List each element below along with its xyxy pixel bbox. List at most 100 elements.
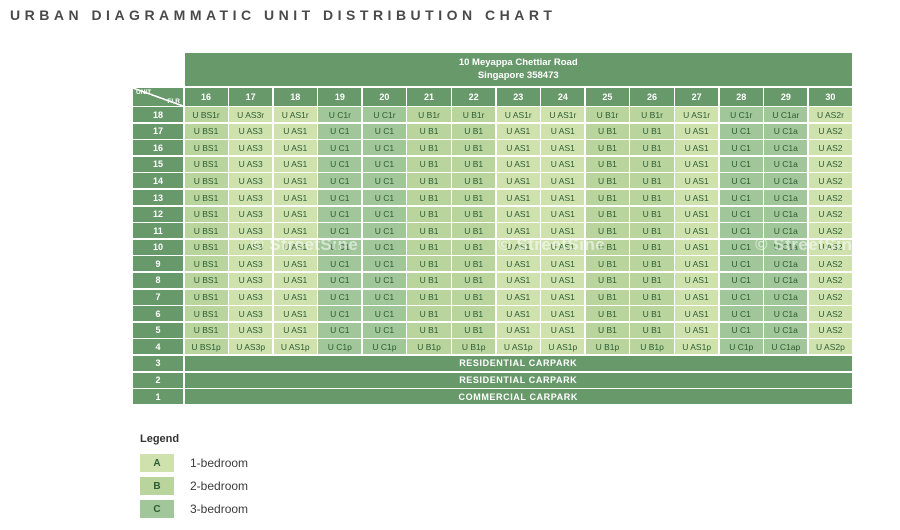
unit-cell-17-28[interactable]: U C1 <box>719 123 763 139</box>
unit-cell-6-20[interactable]: U C1 <box>362 306 406 322</box>
unit-cell-6-22[interactable]: U B1 <box>452 306 496 322</box>
unit-cell-10-28[interactable]: U C1 <box>719 239 763 255</box>
unit-cell-9-20[interactable]: U C1 <box>362 256 406 272</box>
unit-cell-9-16[interactable]: U BS1 <box>184 256 228 272</box>
unit-cell-5-20[interactable]: U C1 <box>362 322 406 338</box>
unit-cell-9-29[interactable]: U C1a <box>764 256 808 272</box>
unit-cell-5-23[interactable]: U AS1 <box>496 322 540 338</box>
unit-cell-6-25[interactable]: U B1 <box>585 306 629 322</box>
unit-cell-6-29[interactable]: U C1a <box>764 306 808 322</box>
unit-cell-15-22[interactable]: U B1 <box>452 156 496 172</box>
unit-cell-14-21[interactable]: U B1 <box>407 173 451 189</box>
unit-cell-9-22[interactable]: U B1 <box>452 256 496 272</box>
unit-cell-17-16[interactable]: U BS1 <box>184 123 228 139</box>
unit-cell-13-19[interactable]: U C1 <box>318 189 362 206</box>
unit-cell-17-24[interactable]: U AS1 <box>541 123 585 139</box>
unit-cell-14-19[interactable]: U C1 <box>318 173 362 189</box>
unit-cell-18-20[interactable]: U C1r <box>362 107 406 123</box>
unit-cell-6-30[interactable]: U AS2 <box>808 306 852 322</box>
unit-cell-12-18[interactable]: U AS1 <box>273 206 317 222</box>
unit-cell-8-30[interactable]: U AS2 <box>808 272 852 289</box>
unit-cell-13-28[interactable]: U C1 <box>719 189 763 206</box>
unit-cell-7-21[interactable]: U B1 <box>407 289 451 305</box>
unit-cell-11-22[interactable]: U B1 <box>452 223 496 239</box>
unit-cell-18-27[interactable]: U AS1r <box>675 107 719 123</box>
unit-cell-4-22[interactable]: U B1p <box>452 339 496 355</box>
unit-cell-4-27[interactable]: U AS1p <box>675 339 719 355</box>
unit-cell-18-28[interactable]: U C1r <box>719 107 763 123</box>
unit-cell-4-16[interactable]: U BS1p <box>184 339 228 355</box>
unit-cell-7-23[interactable]: U AS1 <box>496 289 540 305</box>
unit-cell-13-20[interactable]: U C1 <box>362 189 406 206</box>
unit-cell-16-16[interactable]: U BS1 <box>184 140 228 156</box>
unit-cell-10-18[interactable]: U AS1 <box>273 239 317 255</box>
unit-cell-11-18[interactable]: U AS1 <box>273 223 317 239</box>
unit-cell-8-22[interactable]: U B1 <box>452 272 496 289</box>
unit-cell-17-19[interactable]: U C1 <box>318 123 362 139</box>
unit-cell-11-30[interactable]: U AS2 <box>808 223 852 239</box>
unit-cell-10-20[interactable]: U C1 <box>362 239 406 255</box>
unit-cell-8-19[interactable]: U C1 <box>318 272 362 289</box>
unit-cell-11-16[interactable]: U BS1 <box>184 223 228 239</box>
unit-cell-4-18[interactable]: U AS1p <box>273 339 317 355</box>
unit-cell-7-28[interactable]: U C1 <box>719 289 763 305</box>
unit-cell-10-26[interactable]: U B1 <box>630 239 674 255</box>
unit-cell-11-24[interactable]: U AS1 <box>541 223 585 239</box>
unit-cell-12-20[interactable]: U C1 <box>362 206 406 222</box>
unit-cell-10-30[interactable]: U AS2 <box>808 239 852 255</box>
unit-cell-12-16[interactable]: U BS1 <box>184 206 228 222</box>
unit-cell-18-23[interactable]: U AS1r <box>496 107 540 123</box>
unit-cell-15-18[interactable]: U AS1 <box>273 156 317 172</box>
unit-cell-17-29[interactable]: U C1a <box>764 123 808 139</box>
unit-cell-7-18[interactable]: U AS1 <box>273 289 317 305</box>
unit-cell-18-16[interactable]: U BS1r <box>184 107 228 123</box>
unit-cell-13-22[interactable]: U B1 <box>452 189 496 206</box>
unit-cell-9-17[interactable]: U AS3 <box>229 256 273 272</box>
unit-cell-7-26[interactable]: U B1 <box>630 289 674 305</box>
unit-cell-7-30[interactable]: U AS2 <box>808 289 852 305</box>
unit-cell-4-19[interactable]: U C1p <box>318 339 362 355</box>
unit-cell-6-26[interactable]: U B1 <box>630 306 674 322</box>
unit-cell-5-26[interactable]: U B1 <box>630 322 674 338</box>
unit-cell-5-22[interactable]: U B1 <box>452 322 496 338</box>
unit-cell-5-19[interactable]: U C1 <box>318 322 362 338</box>
unit-cell-8-16[interactable]: U BS1 <box>184 272 228 289</box>
unit-cell-12-23[interactable]: U AS1 <box>496 206 540 222</box>
unit-cell-16-27[interactable]: U AS1 <box>675 140 719 156</box>
unit-cell-14-18[interactable]: U AS1 <box>273 173 317 189</box>
unit-cell-10-21[interactable]: U B1 <box>407 239 451 255</box>
unit-cell-11-19[interactable]: U C1 <box>318 223 362 239</box>
unit-cell-4-23[interactable]: U AS1p <box>496 339 540 355</box>
unit-cell-13-30[interactable]: U AS2 <box>808 189 852 206</box>
unit-cell-11-27[interactable]: U AS1 <box>675 223 719 239</box>
unit-cell-12-17[interactable]: U AS3 <box>229 206 273 222</box>
unit-cell-4-17[interactable]: U AS3p <box>229 339 273 355</box>
unit-cell-16-29[interactable]: U C1a <box>764 140 808 156</box>
unit-cell-10-22[interactable]: U B1 <box>452 239 496 255</box>
unit-cell-11-20[interactable]: U C1 <box>362 223 406 239</box>
unit-cell-6-17[interactable]: U AS3 <box>229 306 273 322</box>
unit-cell-9-21[interactable]: U B1 <box>407 256 451 272</box>
unit-cell-17-18[interactable]: U AS1 <box>273 123 317 139</box>
unit-cell-11-23[interactable]: U AS1 <box>496 223 540 239</box>
unit-cell-6-28[interactable]: U C1 <box>719 306 763 322</box>
unit-cell-13-18[interactable]: U AS1 <box>273 189 317 206</box>
unit-cell-14-29[interactable]: U C1a <box>764 173 808 189</box>
unit-cell-5-24[interactable]: U AS1 <box>541 322 585 338</box>
unit-cell-15-24[interactable]: U AS1 <box>541 156 585 172</box>
unit-cell-7-25[interactable]: U B1 <box>585 289 629 305</box>
unit-cell-5-18[interactable]: U AS1 <box>273 322 317 338</box>
unit-cell-7-22[interactable]: U B1 <box>452 289 496 305</box>
unit-cell-17-26[interactable]: U B1 <box>630 123 674 139</box>
unit-cell-10-16[interactable]: U BS1 <box>184 239 228 255</box>
unit-cell-13-23[interactable]: U AS1 <box>496 189 540 206</box>
unit-cell-7-19[interactable]: U C1 <box>318 289 362 305</box>
unit-cell-15-27[interactable]: U AS1 <box>675 156 719 172</box>
unit-cell-18-18[interactable]: U AS1r <box>273 107 317 123</box>
unit-cell-13-26[interactable]: U B1 <box>630 189 674 206</box>
unit-cell-12-24[interactable]: U AS1 <box>541 206 585 222</box>
unit-cell-10-29[interactable]: U C1a <box>764 239 808 255</box>
unit-cell-15-25[interactable]: U B1 <box>585 156 629 172</box>
unit-cell-14-24[interactable]: U AS1 <box>541 173 585 189</box>
unit-cell-11-28[interactable]: U C1 <box>719 223 763 239</box>
